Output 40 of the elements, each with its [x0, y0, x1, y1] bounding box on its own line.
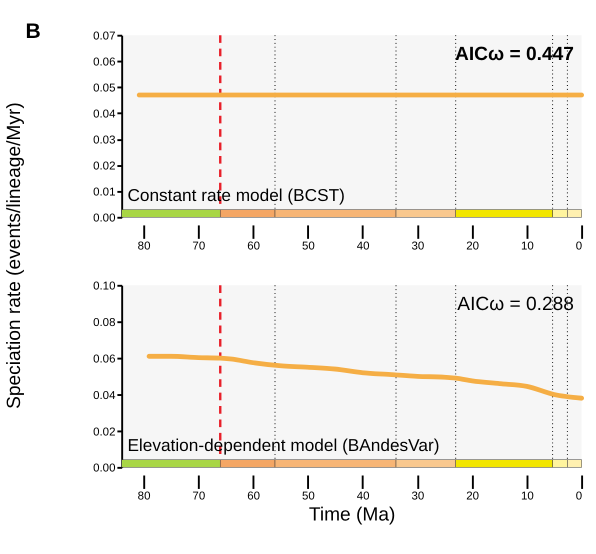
y-tick-label: 0.04: [93, 108, 116, 121]
x-tick-label: 80: [138, 490, 150, 502]
x-tick-label: 80: [138, 240, 150, 252]
y-tick-label: 0.08: [93, 317, 116, 330]
line-series: [146, 354, 584, 401]
x-tick-label: 30: [411, 490, 424, 502]
y-tick-label: 0.07: [93, 30, 116, 43]
x-tick-label: 10: [520, 240, 534, 252]
x-tick-label: 60: [247, 490, 260, 502]
x-tick-label: 70: [192, 240, 206, 252]
y-tick-label: 0.06: [93, 353, 116, 366]
x-tick-label: 10: [520, 490, 534, 502]
y-axis-title: Speciation rate (events/lineage/Myr): [4, 102, 26, 409]
x-axis-title: Time (Ma): [308, 504, 396, 526]
x-tick-label: 0: [576, 240, 582, 252]
annotation: Constant rate model (BCST): [127, 184, 345, 205]
y-tick-label: 0.06: [93, 56, 116, 69]
x-tick-label: 30: [411, 240, 424, 252]
chart-title: B: [26, 20, 41, 44]
annotation: AICω = 0.288: [457, 294, 574, 316]
y-tick-label: 0.01: [93, 186, 116, 199]
x-tick-label: 50: [302, 240, 315, 252]
y-tick-label: 0.00: [93, 212, 116, 225]
y-tick-label: 0.03: [93, 134, 116, 147]
x-tick-label: 20: [466, 490, 479, 502]
y-tick-label: 0.02: [93, 160, 116, 173]
x-tick-label: 40: [356, 490, 370, 502]
x-tick-label: 20: [466, 240, 479, 252]
annotation: AICω = 0.447: [455, 44, 574, 66]
y-tick-label: 0.00: [93, 462, 116, 475]
x-tick-label: 50: [302, 490, 315, 502]
x-tick-label: 0: [576, 490, 582, 502]
y-tick-label: 0.04: [93, 390, 116, 402]
y-tick-label: 0.05: [93, 82, 116, 95]
annotation: Elevation-dependent model (BAndesVar): [127, 435, 440, 456]
x-tick-label: 40: [356, 240, 370, 252]
y-tick-label: 0.02: [93, 426, 116, 438]
x-tick-label: 70: [192, 490, 206, 502]
x-tick-label: 60: [247, 240, 260, 252]
y-tick-label: 0.10: [93, 280, 116, 293]
